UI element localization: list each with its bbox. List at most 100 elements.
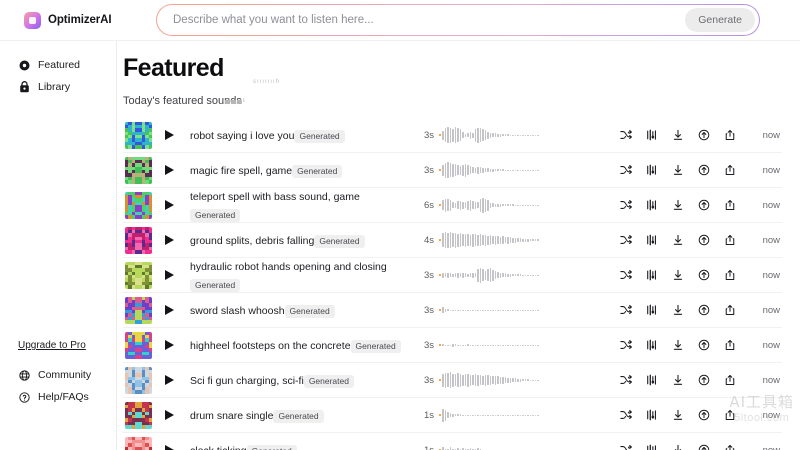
regenerate-icon[interactable] <box>697 269 710 282</box>
play-button[interactable] <box>152 374 186 386</box>
sound-meta: drum snare single Generated <box>186 406 405 424</box>
shuffle-icon[interactable] <box>619 304 632 317</box>
regenerate-icon[interactable] <box>697 164 710 177</box>
sound-title: Sci fi gun charging, sci-fi <box>190 375 304 387</box>
sound-meta: sword slash whoosh Generated <box>186 301 405 319</box>
table-row[interactable]: ground splits, debris falling Generated 4s… <box>123 223 782 258</box>
table-row[interactable]: clock tickingGenerated 1s now <box>123 433 782 450</box>
shuffle-icon[interactable] <box>619 444 632 450</box>
play-button[interactable] <box>152 339 186 351</box>
regenerate-icon[interactable] <box>697 234 710 247</box>
share-icon[interactable] <box>723 234 736 247</box>
share-icon[interactable] <box>723 374 736 387</box>
regenerate-icon[interactable] <box>697 339 710 352</box>
audio-levels-icon[interactable] <box>645 164 658 177</box>
sidebar-item-library[interactable]: Library <box>0 76 116 98</box>
table-row[interactable]: magic fire spell, game Generated 3s now <box>123 153 782 188</box>
play-button[interactable] <box>152 409 186 421</box>
shuffle-icon[interactable] <box>619 269 632 282</box>
play-button[interactable] <box>152 304 186 316</box>
audio-levels-icon[interactable] <box>645 444 658 450</box>
audio-levels-icon[interactable] <box>645 199 658 212</box>
audio-levels-icon[interactable] <box>645 304 658 317</box>
waveform[interactable] <box>439 402 609 428</box>
table-row[interactable]: highheel footsteps on the concrete Genera… <box>123 328 782 363</box>
search-input[interactable] <box>173 14 686 26</box>
regenerate-icon[interactable] <box>697 129 710 142</box>
audio-levels-icon[interactable] <box>645 339 658 352</box>
shuffle-icon[interactable] <box>619 374 632 387</box>
sound-thumbnail <box>125 436 152 450</box>
download-icon[interactable] <box>671 409 684 422</box>
play-button[interactable] <box>152 444 186 450</box>
waveform[interactable] <box>439 157 609 183</box>
play-button[interactable] <box>152 199 186 211</box>
audio-levels-icon[interactable] <box>645 269 658 282</box>
sidebar-item-featured[interactable]: Featured <box>0 54 116 76</box>
waveform[interactable] <box>439 262 609 288</box>
share-icon[interactable] <box>723 199 736 212</box>
shuffle-icon[interactable] <box>619 339 632 352</box>
question-circle-icon <box>18 391 30 403</box>
play-button[interactable] <box>152 234 186 246</box>
regenerate-icon[interactable] <box>697 199 710 212</box>
waveform[interactable] <box>439 367 609 393</box>
download-icon[interactable] <box>671 269 684 282</box>
waveform[interactable] <box>439 122 609 148</box>
shuffle-icon[interactable] <box>619 164 632 177</box>
generate-button[interactable]: Generate <box>685 8 755 32</box>
brand[interactable]: OptimizerAI <box>0 11 130 29</box>
audio-levels-icon[interactable] <box>645 129 658 142</box>
sound-timestamp: now <box>762 444 780 450</box>
sidebar-item-community[interactable]: Community <box>0 364 116 386</box>
sound-duration: 4s <box>423 234 434 246</box>
table-row[interactable]: drum snare single Generated 1s now <box>123 398 782 433</box>
regenerate-icon[interactable] <box>697 304 710 317</box>
table-row[interactable]: hydraulic robot hands opening and closin… <box>123 258 782 293</box>
status-badge: Generated <box>246 444 297 450</box>
play-button[interactable] <box>152 269 186 281</box>
waveform[interactable] <box>439 192 609 218</box>
share-icon[interactable] <box>723 304 736 317</box>
upgrade-to-pro-link[interactable]: Upgrade to Pro <box>18 340 86 351</box>
shuffle-icon[interactable] <box>619 234 632 247</box>
download-icon[interactable] <box>671 234 684 247</box>
audio-levels-icon[interactable] <box>645 409 658 422</box>
waveform[interactable] <box>439 227 609 253</box>
share-icon[interactable] <box>723 129 736 142</box>
waveform[interactable] <box>439 437 609 450</box>
table-row[interactable]: Sci fi gun charging, sci-fi Generated 3s no… <box>123 363 782 398</box>
download-icon[interactable] <box>671 164 684 177</box>
brand-name: OptimizerAI <box>48 14 112 26</box>
regenerate-icon[interactable] <box>697 409 710 422</box>
regenerate-icon[interactable] <box>697 444 710 450</box>
download-icon[interactable] <box>671 339 684 352</box>
regenerate-icon[interactable] <box>697 374 710 387</box>
download-icon[interactable] <box>671 444 684 450</box>
table-row[interactable]: robot saying i love you Generated 3s now <box>123 118 782 153</box>
shuffle-icon[interactable] <box>619 199 632 212</box>
sound-meta: teleport spell with bass sound, game Gene… <box>186 187 405 223</box>
shuffle-icon[interactable] <box>619 409 632 422</box>
shuffle-icon[interactable] <box>619 129 632 142</box>
download-icon[interactable] <box>671 304 684 317</box>
table-row[interactable]: sword slash whoosh Generated 3s now <box>123 293 782 328</box>
audio-levels-icon[interactable] <box>645 374 658 387</box>
share-icon[interactable] <box>723 409 736 422</box>
sound-meta: clock tickingGenerated <box>186 441 405 450</box>
share-icon[interactable] <box>723 339 736 352</box>
download-icon[interactable] <box>671 199 684 212</box>
waveform[interactable] <box>439 297 609 323</box>
share-icon[interactable] <box>723 164 736 177</box>
download-icon[interactable] <box>671 374 684 387</box>
table-row[interactable]: teleport spell with bass sound, game Gene… <box>123 188 782 223</box>
sidebar-item-help[interactable]: Help/FAQs <box>0 386 116 408</box>
sound-thumbnail <box>125 226 152 254</box>
audio-levels-icon[interactable] <box>645 234 658 247</box>
waveform[interactable] <box>439 332 609 358</box>
play-button[interactable] <box>152 164 186 176</box>
play-button[interactable] <box>152 129 186 141</box>
download-icon[interactable] <box>671 129 684 142</box>
share-icon[interactable] <box>723 269 736 282</box>
share-icon[interactable] <box>723 444 736 450</box>
